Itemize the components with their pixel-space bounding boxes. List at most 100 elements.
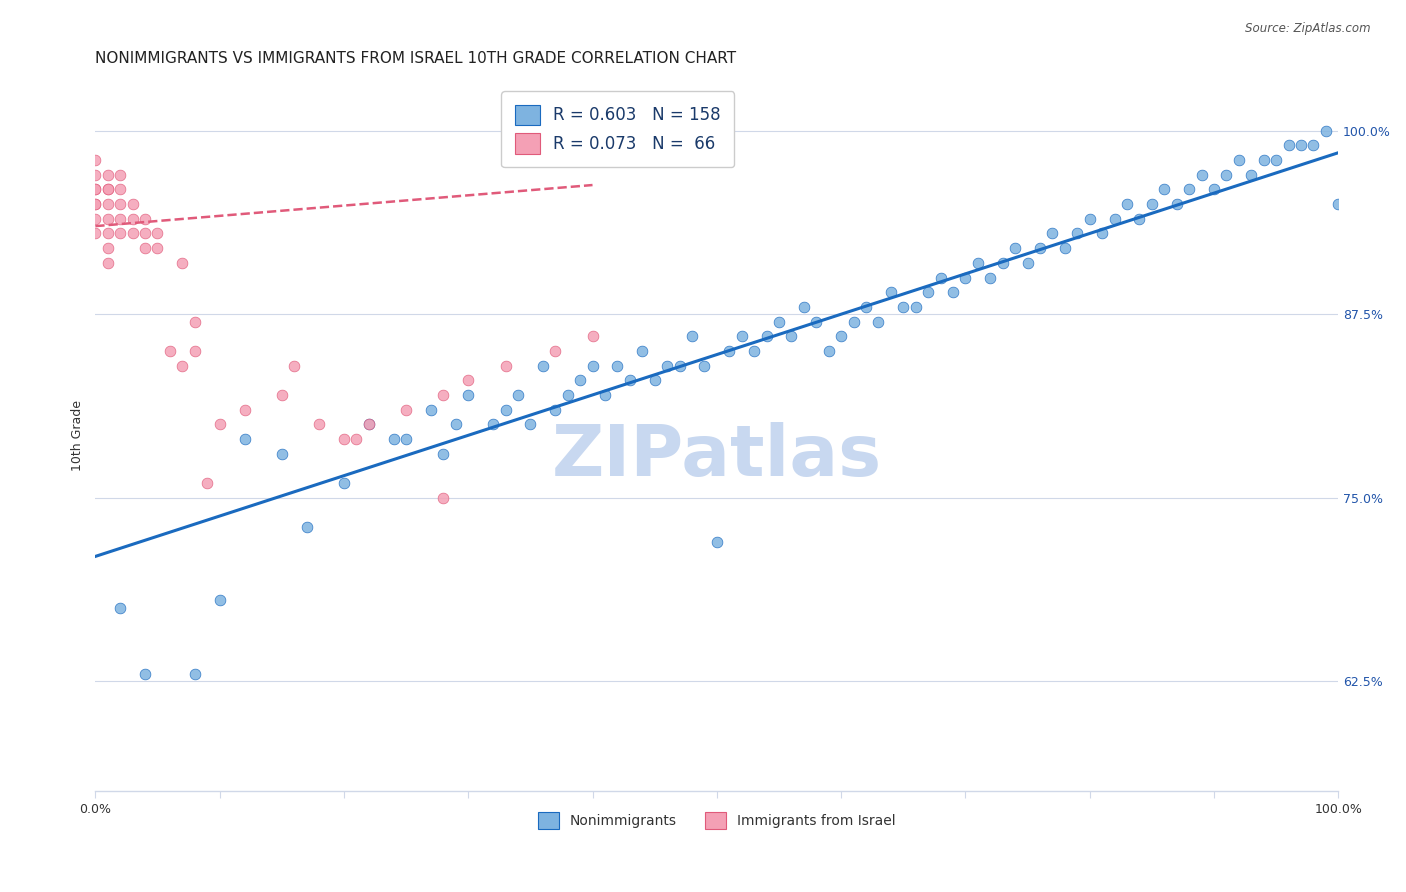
- Point: [172, 359, 194, 373]
- Point: [344, 432, 367, 446]
- Point: [593, 388, 616, 402]
- Point: [121, 197, 143, 211]
- Point: [942, 285, 965, 300]
- Point: [855, 300, 877, 314]
- Point: [432, 388, 454, 402]
- Point: [1277, 138, 1299, 153]
- Point: [195, 475, 218, 490]
- Point: [1315, 124, 1337, 138]
- Point: [134, 211, 156, 226]
- Point: [333, 432, 356, 446]
- Point: [1029, 241, 1052, 255]
- Point: [1091, 227, 1114, 241]
- Point: [233, 402, 256, 417]
- Point: [457, 388, 479, 402]
- Point: [97, 197, 120, 211]
- Point: [1066, 227, 1088, 241]
- Point: [1327, 197, 1350, 211]
- Point: [631, 343, 654, 358]
- Point: [880, 285, 903, 300]
- Point: [108, 168, 131, 182]
- Point: [295, 520, 318, 534]
- Point: [283, 359, 305, 373]
- Point: [208, 593, 231, 607]
- Point: [557, 388, 579, 402]
- Text: NONIMMIGRANTS VS IMMIGRANTS FROM ISRAEL 10TH GRADE CORRELATION CHART: NONIMMIGRANTS VS IMMIGRANTS FROM ISRAEL …: [96, 51, 737, 66]
- Point: [544, 402, 567, 417]
- Point: [1017, 256, 1039, 270]
- Point: [1153, 182, 1175, 196]
- Point: [1215, 168, 1237, 182]
- Point: [1042, 227, 1064, 241]
- Point: [780, 329, 803, 343]
- Point: [668, 359, 690, 373]
- Point: [84, 182, 107, 196]
- Point: [506, 388, 529, 402]
- Point: [868, 314, 890, 328]
- Point: [444, 417, 467, 432]
- Point: [619, 373, 641, 387]
- Point: [1140, 197, 1163, 211]
- Point: [108, 182, 131, 196]
- Point: [793, 300, 815, 314]
- Point: [108, 227, 131, 241]
- Point: [84, 153, 107, 167]
- Point: [979, 270, 1001, 285]
- Point: [495, 402, 517, 417]
- Point: [333, 475, 356, 490]
- Point: [681, 329, 703, 343]
- Point: [146, 227, 169, 241]
- Point: [1116, 197, 1139, 211]
- Point: [382, 432, 405, 446]
- Point: [569, 373, 592, 387]
- Point: [1302, 138, 1324, 153]
- Point: [1202, 182, 1225, 196]
- Point: [84, 182, 107, 196]
- Point: [457, 373, 479, 387]
- Point: [482, 417, 505, 432]
- Point: [1053, 241, 1076, 255]
- Point: [581, 359, 603, 373]
- Point: [1253, 153, 1275, 167]
- Point: [706, 534, 728, 549]
- Point: [134, 241, 156, 255]
- Point: [432, 447, 454, 461]
- Point: [97, 241, 120, 255]
- Point: [842, 314, 865, 328]
- Point: [97, 182, 120, 196]
- Point: [1078, 211, 1101, 226]
- Point: [1004, 241, 1026, 255]
- Point: [84, 197, 107, 211]
- Point: [991, 256, 1014, 270]
- Point: [84, 197, 107, 211]
- Point: [172, 256, 194, 270]
- Point: [208, 417, 231, 432]
- Point: [731, 329, 754, 343]
- Point: [121, 227, 143, 241]
- Point: [755, 329, 778, 343]
- Point: [693, 359, 716, 373]
- Point: [966, 256, 988, 270]
- Point: [97, 227, 120, 241]
- Point: [84, 168, 107, 182]
- Text: Source: ZipAtlas.com: Source: ZipAtlas.com: [1246, 22, 1371, 36]
- Text: ZIPatlas: ZIPatlas: [551, 422, 882, 491]
- Point: [84, 211, 107, 226]
- Point: [1191, 168, 1213, 182]
- Point: [904, 300, 927, 314]
- Point: [817, 343, 839, 358]
- Point: [495, 359, 517, 373]
- Point: [134, 227, 156, 241]
- Point: [1227, 153, 1250, 167]
- Point: [108, 197, 131, 211]
- Point: [134, 666, 156, 681]
- Point: [531, 359, 554, 373]
- Point: [357, 417, 380, 432]
- Point: [308, 417, 330, 432]
- Point: [184, 343, 207, 358]
- Point: [891, 300, 914, 314]
- Point: [1128, 211, 1150, 226]
- Point: [955, 270, 977, 285]
- Point: [917, 285, 939, 300]
- Point: [1178, 182, 1201, 196]
